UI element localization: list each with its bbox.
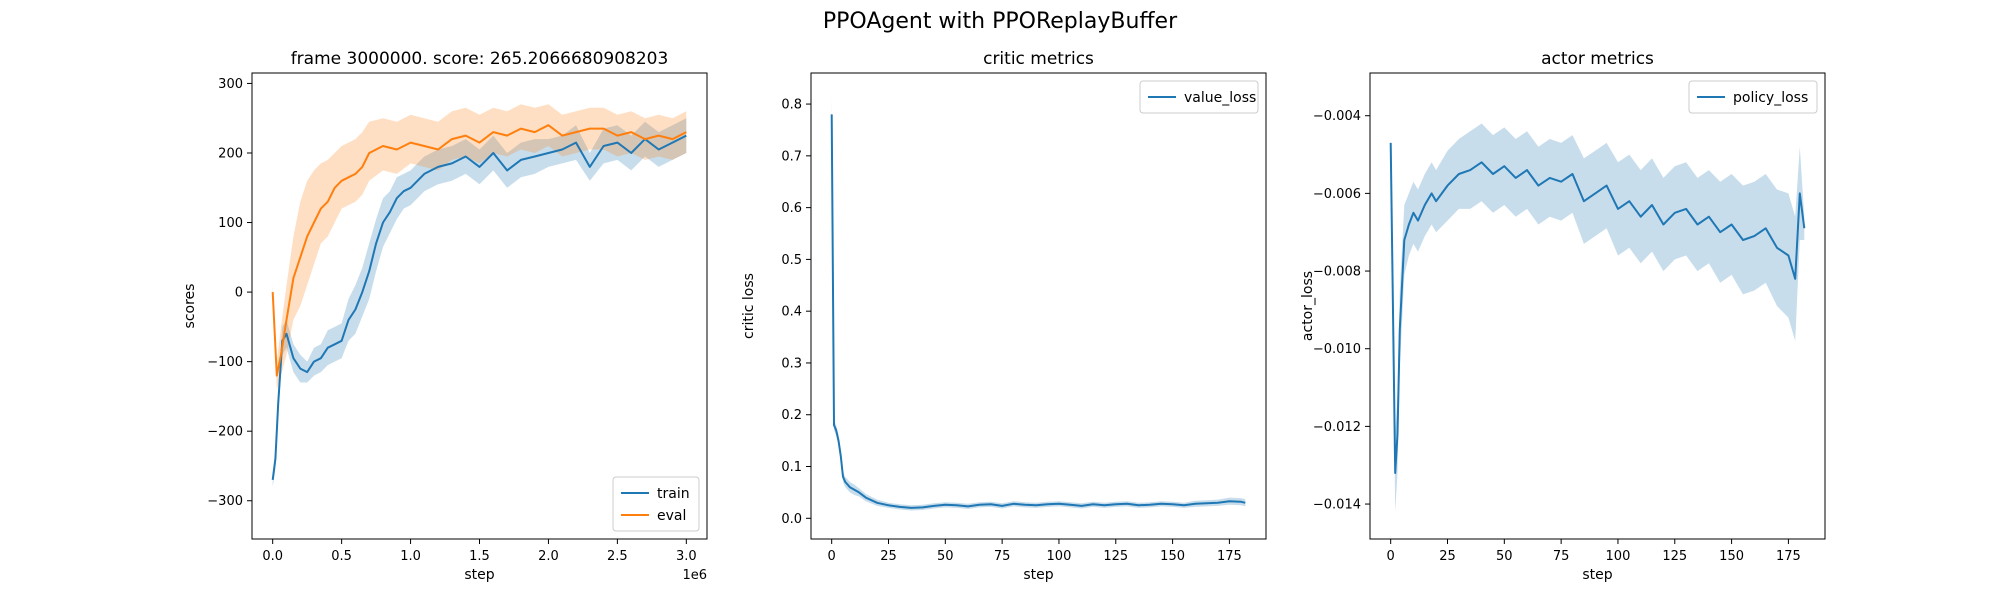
critic-xtick-label: 0	[828, 549, 836, 564]
critic-ytick-label: 0.1	[781, 460, 802, 475]
actor-xtick-label: 175	[1776, 549, 1801, 564]
scores-x-offset-label: 1e6	[682, 568, 707, 583]
actor-ytick-label: −0.004	[1313, 109, 1361, 124]
critic-ytick-label: 0.5	[781, 253, 802, 268]
actor-legend-box	[1688, 80, 1818, 114]
scores-train-band	[272, 118, 687, 487]
scores-x-axis-label: step	[464, 567, 494, 583]
critic-y-axis-label: critic loss	[741, 273, 757, 339]
actor-ytick-label: −0.012	[1313, 420, 1361, 435]
scores-ytick-label: −200	[207, 425, 243, 440]
actor-xtick-label: 150	[1719, 549, 1744, 564]
scores-legend-label-eval: eval	[657, 508, 686, 524]
scores-ytick-label: −100	[207, 355, 243, 370]
critic-chart-title: critic metrics	[983, 49, 1094, 69]
critic-xtick-label: 150	[1160, 549, 1185, 564]
actor-y-axis-label: actor_loss	[1300, 271, 1316, 341]
actor-xtick-label: 75	[1553, 549, 1570, 564]
actor-xtick-label: 50	[1496, 549, 1513, 564]
scores-ytick-label: 100	[218, 216, 243, 231]
scores-eval-line	[271, 124, 687, 377]
critic-x-axis-label: step	[1023, 567, 1053, 583]
actor-metrics-panel: 0 25 50 75 100 125 150 175 −0.014 −0.012 −0.010 −0.…	[1300, 49, 1826, 583]
scores-ytick-label: 300	[218, 77, 243, 92]
figure-title: PPOAgent with PPOReplayBuffer	[823, 9, 1178, 34]
scores-ytick-label: −300	[207, 494, 243, 509]
actor-policy_loss-band	[1390, 123, 1805, 512]
scores-xtick-label: 1.0	[400, 549, 421, 564]
actor-axes-frame	[1369, 72, 1826, 540]
actor-xtick-label: 125	[1662, 549, 1687, 564]
critic-ytick-label: 0.2	[781, 408, 802, 423]
scores-xtick-label: 0.0	[262, 549, 283, 564]
critic-legend: value_loss	[1139, 80, 1259, 114]
critic-legend-box	[1139, 80, 1259, 114]
actor-ytick-label: −0.006	[1313, 187, 1361, 202]
actor-ytick-label: −0.014	[1313, 498, 1361, 513]
actor-xtick-label: 100	[1606, 549, 1631, 564]
scores-legend-label-train: train	[657, 486, 690, 502]
critic-metrics-panel: 0 25 50 75 100 125 150 175 0.0 0.1 0.2 0.3 0.4 0.5 0.6…	[741, 49, 1267, 583]
scores-xtick-label: 3.0	[676, 549, 697, 564]
scores-xtick-label: 2.5	[607, 549, 628, 564]
scores-xtick-label: 0.5	[331, 549, 352, 564]
actor-legend-label-policy_loss: policy_loss	[1733, 90, 1808, 106]
critic-ytick-label: 0.7	[781, 149, 802, 164]
critic-axes-frame	[810, 72, 1267, 540]
critic-value_loss-line	[830, 114, 1246, 509]
critic-xtick-label: 75	[994, 549, 1011, 564]
critic-xtick-label: 25	[880, 549, 897, 564]
critic-xtick-label: 50	[937, 549, 954, 564]
critic-legend-label-value_loss: value_loss	[1184, 90, 1256, 106]
scores-xtick-label: 1.5	[469, 549, 490, 564]
scores-ytick-label: 200	[218, 146, 243, 161]
scores-panel: 0.0 0.5 1.0 1.5 2.0 2.5 3.0 −300 −200 −100 0 100 200…	[182, 49, 708, 583]
actor-ytick-label: −0.010	[1313, 342, 1361, 357]
scores-eval-band	[272, 104, 687, 390]
scores-legend: train eval	[612, 476, 700, 532]
critic-ytick-label: 0.0	[781, 512, 802, 527]
actor-legend: policy_loss	[1688, 80, 1818, 114]
scores-ytick-label: 0	[235, 286, 243, 301]
critic-value_loss-band	[831, 93, 1246, 511]
critic-xtick-label: 125	[1103, 549, 1128, 564]
actor-x-axis-label: step	[1582, 567, 1612, 583]
actor-policy_loss-line	[1389, 142, 1806, 474]
scores-y-axis-label: scores	[182, 284, 198, 329]
scores-train-line	[271, 134, 687, 481]
critic-ytick-label: 0.6	[781, 201, 802, 216]
critic-xtick-label: 175	[1217, 549, 1242, 564]
scores-legend-box	[612, 476, 700, 532]
actor-xtick-label: 0	[1387, 549, 1395, 564]
actor-xtick-label: 25	[1439, 549, 1456, 564]
critic-ytick-label: 0.3	[781, 356, 802, 371]
critic-xtick-label: 100	[1047, 549, 1072, 564]
critic-ytick-label: 0.4	[781, 305, 802, 320]
scores-xtick-label: 2.0	[538, 549, 559, 564]
scores-chart-title: frame 3000000. score: 265.2066680908203	[291, 49, 669, 69]
actor-chart-title: actor metrics	[1541, 49, 1654, 69]
critic-ytick-label: 0.8	[781, 98, 802, 113]
actor-ytick-label: −0.008	[1313, 265, 1361, 280]
